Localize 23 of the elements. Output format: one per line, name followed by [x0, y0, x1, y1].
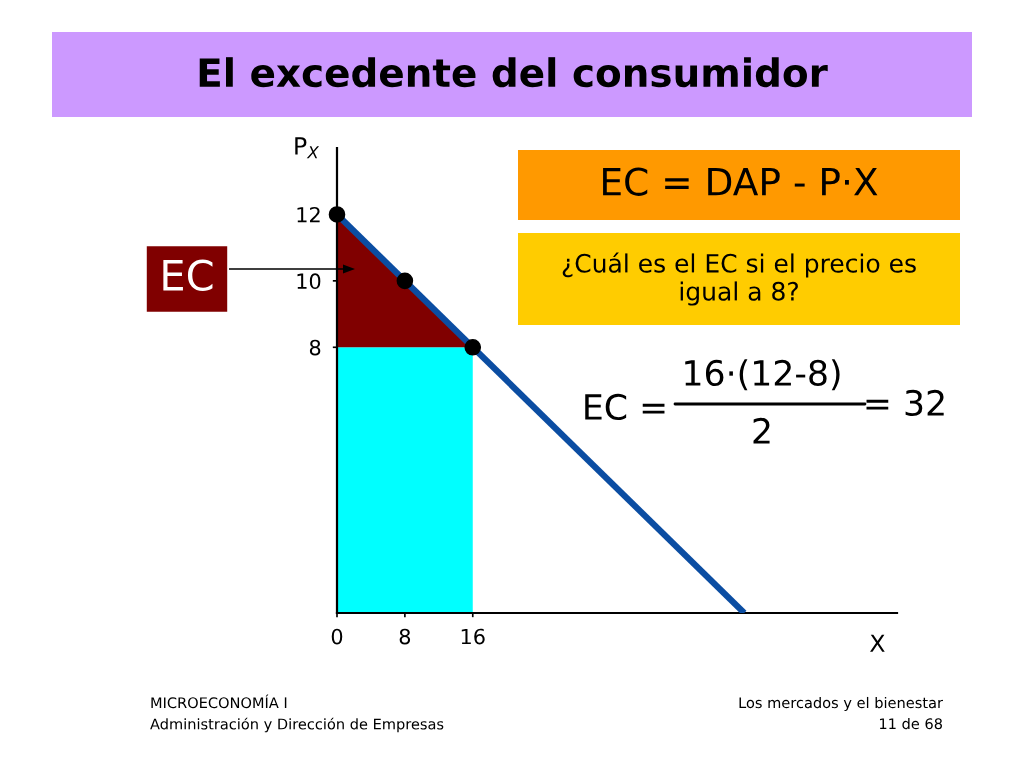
y-axis-title: P$_{X}$ [295, 137, 320, 159]
annotation: 16·(12-8) [685, 359, 840, 391]
y-tick-label: 10 [297, 273, 321, 290]
point [328, 206, 346, 223]
x-axis-title: X [870, 634, 885, 652]
text: 11 de 68 [879, 717, 942, 730]
text: Los mercados y el bienestar [739, 696, 943, 712]
x-tick-label: 0 [331, 628, 343, 645]
point [396, 272, 414, 290]
y-tick-label: 8 [309, 339, 321, 356]
annotation: ¿Cuál es el EC si el precio es igual a 8? [562, 252, 916, 306]
point [464, 338, 482, 356]
chart-title: El excedente del consumidor [199, 57, 828, 88]
text: Administración y Dirección de Empresas [150, 717, 444, 733]
annotation: = 32 [866, 389, 944, 417]
annotation: 2 [753, 417, 770, 444]
annotation: EC = [585, 393, 665, 421]
y-tick-label: 12 [297, 206, 320, 223]
annotation: EC = DAP - P·X [603, 167, 878, 196]
x-tick-label: 16 [461, 628, 485, 645]
text: MICROECONOMÍA I [151, 694, 287, 709]
text: EC [163, 259, 213, 292]
x-tick-label: 8 [399, 628, 411, 645]
